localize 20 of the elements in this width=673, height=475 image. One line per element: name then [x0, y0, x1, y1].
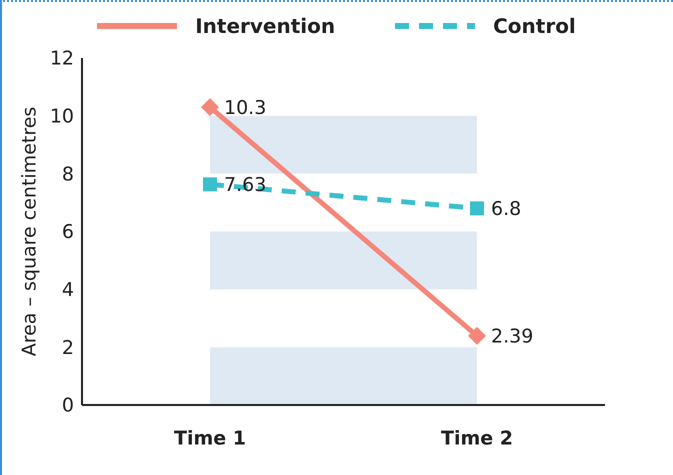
y-tick-label: 2: [62, 336, 74, 359]
x-tick-label: Time 1: [174, 427, 246, 450]
data-label: 2.39: [491, 326, 534, 348]
x-tick-label: Time 2: [441, 427, 513, 450]
y-tick-label: 8: [62, 163, 74, 186]
legend-label: Control: [493, 14, 576, 38]
y-tick-label: 4: [62, 279, 74, 302]
point: [201, 98, 219, 116]
point: [470, 201, 484, 216]
point: [468, 326, 486, 345]
y-tick-label: 6: [62, 221, 74, 244]
legend-label: Intervention: [195, 14, 336, 38]
point: [203, 177, 217, 192]
data-label: 6.8: [491, 198, 522, 220]
y-tick-label: 12: [50, 48, 74, 70]
y-tick-label: 0: [62, 394, 74, 417]
y-tick-label: 10: [50, 106, 74, 128]
data-label: 10.3: [224, 96, 266, 119]
y-axis-title: Area – square centimetres: [18, 106, 41, 356]
data-label: 7.63: [224, 174, 266, 196]
